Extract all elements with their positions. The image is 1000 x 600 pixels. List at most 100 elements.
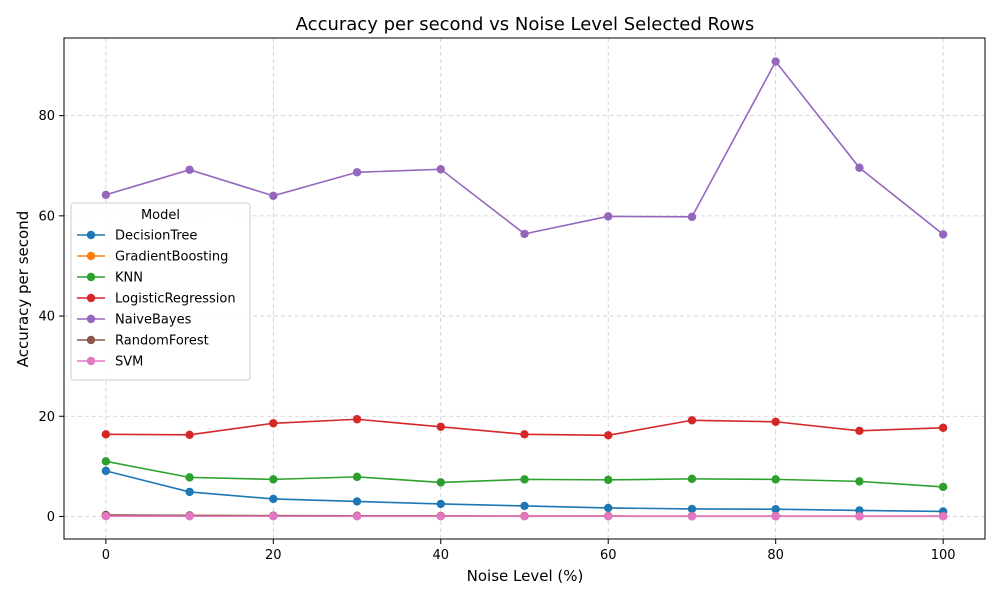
x-tick-label: 0	[102, 548, 110, 563]
data-point-decisiontree	[855, 506, 864, 515]
legend-title: Model	[141, 208, 180, 223]
legend-box	[70, 202, 251, 381]
x-tick-label: 20	[265, 548, 282, 563]
series-naivebayes	[101, 57, 948, 239]
legend-swatch-marker	[86, 293, 96, 303]
legend-item-decisiontree: DecisionTree	[77, 229, 197, 244]
legend-swatch-marker	[86, 272, 96, 282]
data-point-svm	[687, 512, 697, 521]
legend-swatch-marker	[86, 314, 96, 324]
data-point-svm	[269, 512, 278, 521]
legend-swatch-marker	[86, 356, 96, 366]
data-point-logisticregression	[938, 423, 948, 432]
legend-item-randomforest: RandomForest	[77, 334, 209, 349]
x-axis-title: Noise Level (%)	[467, 567, 584, 585]
chart-title: Accuracy per second vs Noise Level Selec…	[296, 14, 755, 35]
data-point-knn	[269, 475, 278, 484]
data-point-naivebayes	[185, 165, 194, 174]
y-tick-label: 0	[47, 510, 55, 525]
data-point-knn	[185, 473, 194, 482]
data-point-naivebayes	[604, 212, 613, 221]
data-point-logisticregression	[604, 431, 613, 440]
data-point-decisiontree	[101, 466, 111, 476]
ticks: 0 20 40 60 80 100 0 20 40 60 80	[38, 109, 955, 563]
data-point-naivebayes	[436, 165, 445, 174]
data-point-decisiontree	[520, 501, 529, 511]
legend-item-naivebayes: NaiveBayes	[77, 313, 192, 328]
data-point-naivebayes	[352, 168, 362, 177]
x-tick-label: 80	[767, 548, 784, 563]
data-point-logisticregression	[269, 419, 278, 428]
data-point-decisiontree	[604, 503, 613, 513]
legend-label: RandomForest	[115, 334, 209, 349]
data-point-decisiontree	[352, 497, 362, 506]
data-point-naivebayes	[687, 212, 697, 222]
y-tick-label: 60	[38, 209, 55, 224]
data-point-logisticregression	[855, 426, 864, 435]
data-point-knn	[101, 457, 111, 466]
y-tick-label: 40	[38, 310, 55, 325]
legend-item-logisticregression: LogisticRegression	[77, 292, 236, 307]
plot-frame	[63, 37, 986, 540]
data-point-naivebayes	[269, 191, 278, 201]
data-point-naivebayes	[938, 230, 948, 239]
data-point-decisiontree	[436, 499, 445, 509]
data-point-knn	[938, 482, 948, 492]
legend-label: NaiveBayes	[115, 313, 192, 328]
data-point-knn	[352, 472, 362, 482]
data-point-logisticregression	[687, 416, 697, 425]
data-point-svm	[938, 512, 948, 521]
x-tick-label: 100	[931, 548, 956, 563]
legend-swatch-marker	[86, 230, 96, 240]
data-point-logisticregression	[436, 422, 445, 431]
series-logisticregression	[101, 415, 948, 440]
series-knn	[101, 457, 948, 492]
data-point-decisiontree	[687, 504, 697, 514]
data-point-decisiontree	[185, 487, 194, 497]
legend-swatch-marker	[86, 335, 96, 345]
legend-swatch-marker	[86, 251, 96, 261]
legend: Model DecisionTree GradientBoosting KNN Logi…	[70, 202, 251, 381]
series-layer	[101, 57, 948, 521]
legend-item-gradientboosting: GradientBoosting	[77, 250, 228, 265]
data-point-decisiontree	[269, 494, 278, 504]
data-point-naivebayes	[520, 229, 529, 239]
data-point-svm	[520, 512, 529, 521]
series-svm	[101, 512, 948, 521]
y-tick-label: 80	[38, 109, 55, 124]
data-point-logisticregression	[185, 430, 194, 439]
x-tick-label: 40	[432, 548, 449, 563]
data-point-svm	[771, 512, 780, 521]
data-point-knn	[855, 477, 864, 486]
data-point-naivebayes	[855, 163, 864, 172]
y-tick-label: 20	[38, 410, 55, 425]
data-point-svm	[352, 512, 362, 521]
legend-label: SVM	[115, 355, 143, 370]
data-point-logisticregression	[101, 430, 111, 439]
data-point-svm	[604, 512, 613, 521]
legend-label: GradientBoosting	[115, 250, 228, 265]
legend-label: KNN	[115, 271, 143, 286]
data-point-decisiontree	[771, 504, 780, 514]
data-point-naivebayes	[101, 190, 111, 200]
data-point-naivebayes	[771, 57, 780, 66]
x-tick-label: 60	[600, 548, 617, 563]
data-point-svm	[855, 512, 864, 521]
legend-label: DecisionTree	[115, 229, 197, 244]
data-point-svm	[185, 512, 194, 521]
data-point-logisticregression	[520, 430, 529, 439]
data-point-knn	[687, 474, 697, 484]
series-decisiontree	[101, 466, 948, 516]
data-point-svm	[436, 512, 445, 521]
legend-item-knn: KNN	[77, 271, 143, 286]
y-axis-title: Accuracy per second	[14, 211, 32, 367]
data-point-logisticregression	[352, 415, 362, 424]
data-point-knn	[436, 478, 445, 487]
data-point-svm	[101, 512, 111, 521]
data-point-knn	[520, 475, 529, 484]
legend-label: LogisticRegression	[115, 292, 236, 307]
data-point-knn	[771, 475, 780, 484]
data-point-logisticregression	[771, 417, 780, 426]
legend-item-svm: SVM	[77, 355, 143, 370]
